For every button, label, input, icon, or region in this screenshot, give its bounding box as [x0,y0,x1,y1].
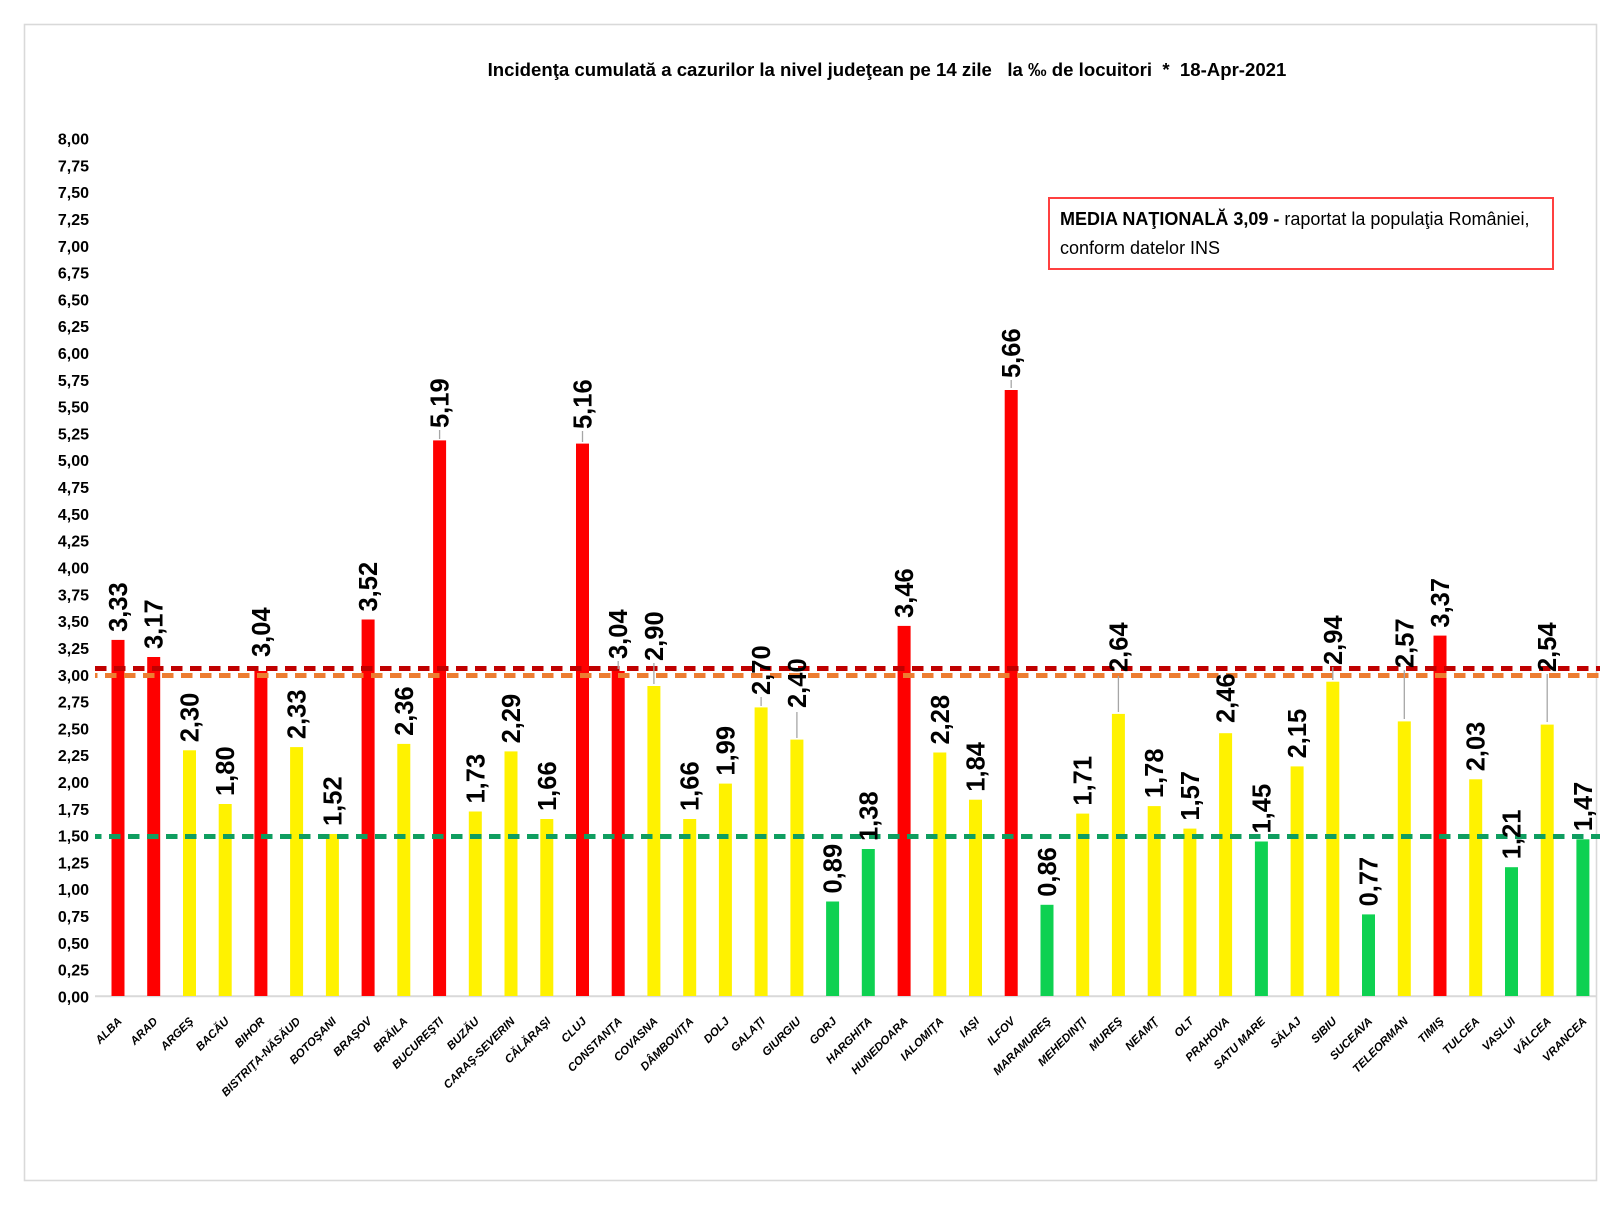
svg-text:1,47: 1,47 [1570,782,1598,832]
svg-text:1,84: 1,84 [963,741,991,791]
svg-text:0,77: 0,77 [1356,857,1384,907]
svg-text:4,00: 4,00 [58,561,89,578]
svg-text:2,15: 2,15 [1284,709,1312,759]
svg-text:2,75: 2,75 [58,695,89,712]
svg-text:6,25: 6,25 [58,319,89,336]
svg-text:1,78: 1,78 [1141,748,1169,798]
svg-text:0,89: 0,89 [820,844,848,894]
svg-text:1,66: 1,66 [534,761,562,811]
svg-text:2,28: 2,28 [927,695,955,745]
svg-text:1,80: 1,80 [212,746,240,796]
svg-text:1,00: 1,00 [58,882,89,899]
svg-text:5,19: 5,19 [427,378,455,428]
svg-text:1,99: 1,99 [712,726,740,776]
svg-text:2,50: 2,50 [58,721,89,738]
svg-text:2,64: 2,64 [1105,622,1133,672]
svg-text:6,75: 6,75 [58,266,89,283]
svg-text:3,50: 3,50 [58,614,89,631]
svg-text:1,21: 1,21 [1499,810,1527,860]
svg-text:Incidenţa cumulată a cazurilor: Incidenţa cumulată a cazurilor la nivel … [488,59,1287,80]
svg-text:2,90: 2,90 [641,611,669,661]
svg-text:2,36: 2,36 [391,686,419,736]
svg-text:1,66: 1,66 [677,761,705,811]
svg-text:0,50: 0,50 [58,936,89,953]
svg-text:5,75: 5,75 [58,373,89,390]
svg-text:2,54: 2,54 [1534,622,1562,672]
svg-text:7,25: 7,25 [58,212,89,229]
svg-text:6,50: 6,50 [58,292,89,309]
svg-text:7,00: 7,00 [58,239,89,256]
svg-text:0,00: 0,00 [58,990,89,1007]
svg-text:0,86: 0,86 [1034,847,1062,897]
svg-text:0,25: 0,25 [58,963,89,980]
svg-text:1,75: 1,75 [58,802,89,819]
svg-text:8,00: 8,00 [58,132,89,149]
svg-text:7,75: 7,75 [58,158,89,175]
svg-text:4,25: 4,25 [58,534,89,551]
svg-text:3,04: 3,04 [605,609,633,659]
svg-text:1,45: 1,45 [1248,784,1276,834]
svg-text:5,66: 5,66 [998,328,1026,378]
svg-text:4,50: 4,50 [58,507,89,524]
svg-text:2,70: 2,70 [748,645,776,695]
svg-text:4,75: 4,75 [58,480,89,497]
svg-text:3,52: 3,52 [355,562,383,612]
svg-text:5,16: 5,16 [570,379,598,429]
svg-text:0,75: 0,75 [58,909,89,926]
svg-text:2,29: 2,29 [498,694,526,744]
svg-text:MEDIA NAŢIONALĂ 3,09 - raporta: MEDIA NAŢIONALĂ 3,09 - raportat la popul… [1060,208,1530,229]
svg-text:1,52: 1,52 [319,776,347,826]
svg-text:1,25: 1,25 [58,855,89,872]
svg-text:1,38: 1,38 [855,791,883,841]
svg-text:conform datelor INS: conform datelor INS [1060,238,1220,258]
svg-text:2,57: 2,57 [1391,618,1419,668]
svg-text:2,03: 2,03 [1463,722,1491,772]
svg-text:7,50: 7,50 [58,185,89,202]
svg-text:5,00: 5,00 [58,453,89,470]
svg-text:3,25: 3,25 [58,641,89,658]
svg-text:3,75: 3,75 [58,587,89,604]
svg-text:2,94: 2,94 [1320,615,1348,665]
svg-text:6,00: 6,00 [58,346,89,363]
svg-text:2,30: 2,30 [177,693,205,743]
svg-text:3,46: 3,46 [891,568,919,618]
svg-text:3,33: 3,33 [105,582,133,632]
svg-text:2,33: 2,33 [284,689,312,739]
svg-text:3,04: 3,04 [248,607,276,657]
svg-text:2,46: 2,46 [1213,673,1241,723]
svg-text:1,57: 1,57 [1177,771,1205,821]
svg-text:3,17: 3,17 [141,599,169,649]
svg-text:1,71: 1,71 [1070,756,1098,806]
svg-text:5,50: 5,50 [58,400,89,417]
svg-text:5,25: 5,25 [58,426,89,443]
svg-text:1,50: 1,50 [58,829,89,846]
svg-text:2,25: 2,25 [58,748,89,765]
svg-text:3,00: 3,00 [58,668,89,685]
svg-text:2,40: 2,40 [784,658,812,708]
svg-text:2,00: 2,00 [58,775,89,792]
svg-text:1,73: 1,73 [462,754,490,804]
svg-text:3,37: 3,37 [1427,578,1455,628]
